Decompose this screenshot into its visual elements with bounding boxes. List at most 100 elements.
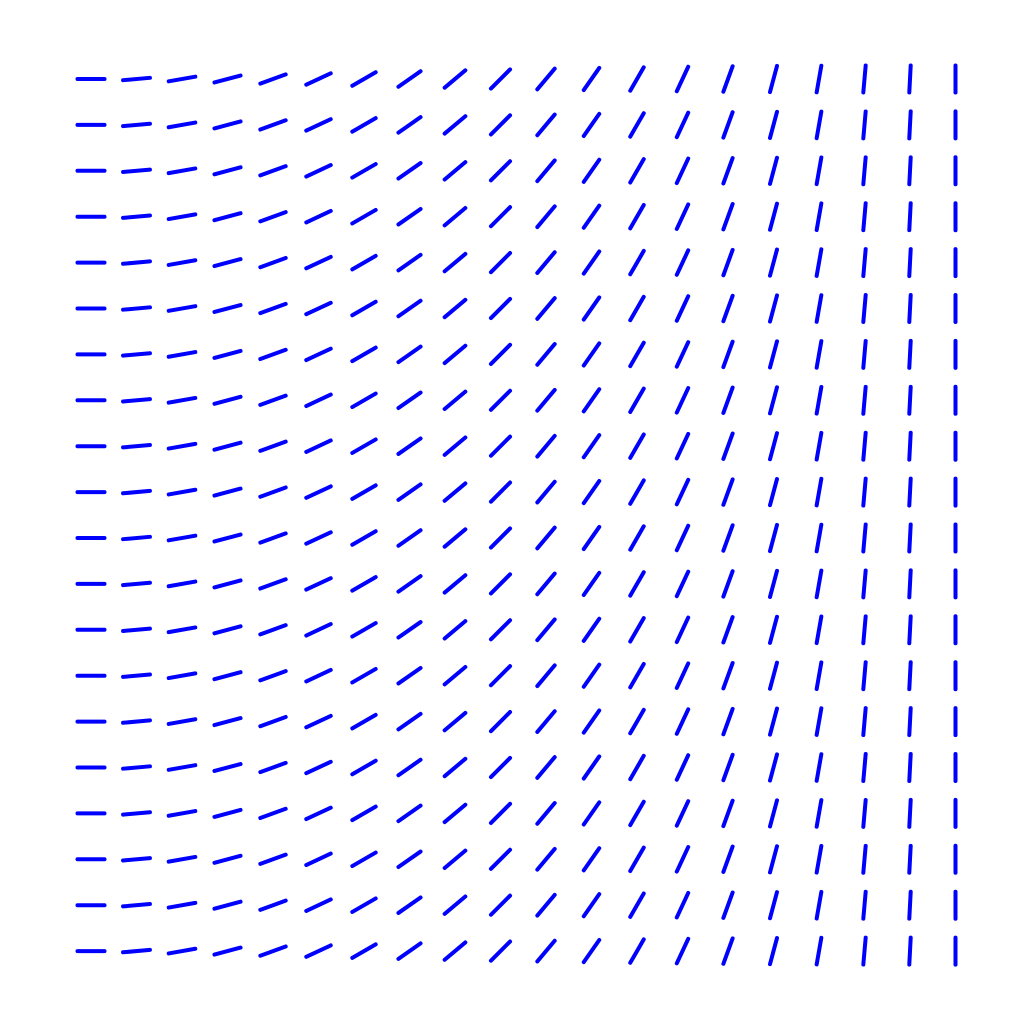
direction-segment (581, 479, 602, 506)
direction-segment (581, 157, 602, 184)
direction-segment (258, 72, 288, 86)
direction-segment (488, 526, 513, 550)
direction-segment (907, 889, 913, 921)
direction-segment (907, 614, 913, 646)
direction-segment (581, 433, 602, 460)
direction-segment (721, 339, 735, 370)
direction-segment (350, 529, 378, 547)
direction-segment (121, 259, 152, 266)
direction-segment (258, 577, 288, 591)
direction-segment (581, 111, 602, 138)
direction-segment (121, 810, 152, 817)
direction-segment (628, 845, 646, 873)
direction-segment (121, 626, 152, 633)
direction-segment (396, 161, 423, 181)
direction-segment (442, 619, 468, 641)
direction-segment (861, 109, 868, 141)
direction-segment (535, 158, 557, 184)
direction-segment (488, 664, 513, 688)
direction-segment (442, 848, 468, 870)
direction-segment (721, 890, 735, 920)
direction-segment (535, 709, 557, 734)
direction-segment (721, 202, 735, 232)
direction-segment (907, 247, 913, 279)
direction-segment (721, 752, 735, 783)
direction-segment (488, 801, 513, 825)
direction-segment (861, 797, 868, 829)
direction-segment (768, 844, 779, 875)
direction-segment (258, 806, 288, 821)
direction-segment (674, 156, 691, 186)
direction-segment (258, 118, 288, 132)
direction-segment (581, 295, 602, 322)
direction-segment (674, 110, 691, 140)
direction-segment (768, 936, 779, 967)
direction-segment (488, 618, 513, 642)
direction-segment (768, 247, 779, 278)
direction-segment (396, 344, 423, 365)
direction-segment (768, 660, 779, 691)
direction-segment (768, 798, 779, 829)
direction-segment (628, 891, 646, 919)
direction-segment (721, 615, 735, 645)
direction-segment (350, 896, 378, 914)
direction-segment (581, 800, 602, 827)
direction-segment (396, 252, 423, 273)
direction-segment (304, 622, 333, 638)
direction-segment (721, 844, 735, 874)
direction-segment (212, 578, 243, 590)
direction-segment (396, 757, 423, 778)
direction-segment (535, 801, 557, 826)
direction-segment (674, 936, 691, 966)
direction-segment (721, 431, 735, 461)
direction-segment (121, 397, 152, 404)
direction-segment (581, 249, 602, 276)
direction-segment (628, 616, 646, 644)
direction-segment (535, 663, 557, 689)
direction-segment (907, 797, 913, 829)
direction-segment (121, 213, 152, 220)
direction-segment (396, 69, 423, 89)
direction-segment (396, 665, 423, 686)
direction-segment (442, 68, 468, 90)
direction-segment (814, 798, 824, 829)
direction-segment (166, 671, 198, 681)
direction-segment (674, 202, 691, 231)
direction-segment (121, 947, 152, 955)
direction-segment (212, 348, 243, 360)
direction-segment (121, 534, 152, 542)
direction-segment (768, 614, 779, 645)
direction-segment (581, 341, 602, 368)
direction-segment (581, 938, 602, 965)
direction-segment (212, 670, 243, 682)
direction-segment (442, 435, 468, 457)
direction-segment (304, 759, 333, 776)
direction-segment (861, 660, 868, 692)
direction-segment (212, 211, 243, 223)
direction-segment (861, 614, 868, 646)
direction-segment (396, 574, 423, 594)
direction-segment (442, 297, 468, 320)
direction-segment (442, 160, 468, 182)
direction-segment (304, 117, 333, 133)
direction-segment (304, 438, 333, 454)
direction-segment (814, 935, 824, 967)
direction-segment (442, 894, 468, 916)
direction-segment (814, 568, 824, 600)
direction-segment (488, 342, 513, 366)
direction-segment (304, 897, 333, 913)
direction-segment (258, 393, 288, 407)
direction-segment (166, 854, 198, 864)
direction-segment (674, 294, 691, 323)
direction-segment (628, 524, 646, 552)
direction-segment (581, 203, 602, 230)
direction-segment (304, 576, 333, 592)
direction-segment (535, 433, 557, 459)
direction-segment (166, 350, 198, 359)
direction-segment (166, 395, 198, 405)
direction-segment (861, 568, 868, 600)
direction-segment (814, 63, 824, 95)
direction-segment (907, 338, 913, 370)
direction-segment (861, 247, 868, 279)
direction-segment (442, 389, 468, 411)
